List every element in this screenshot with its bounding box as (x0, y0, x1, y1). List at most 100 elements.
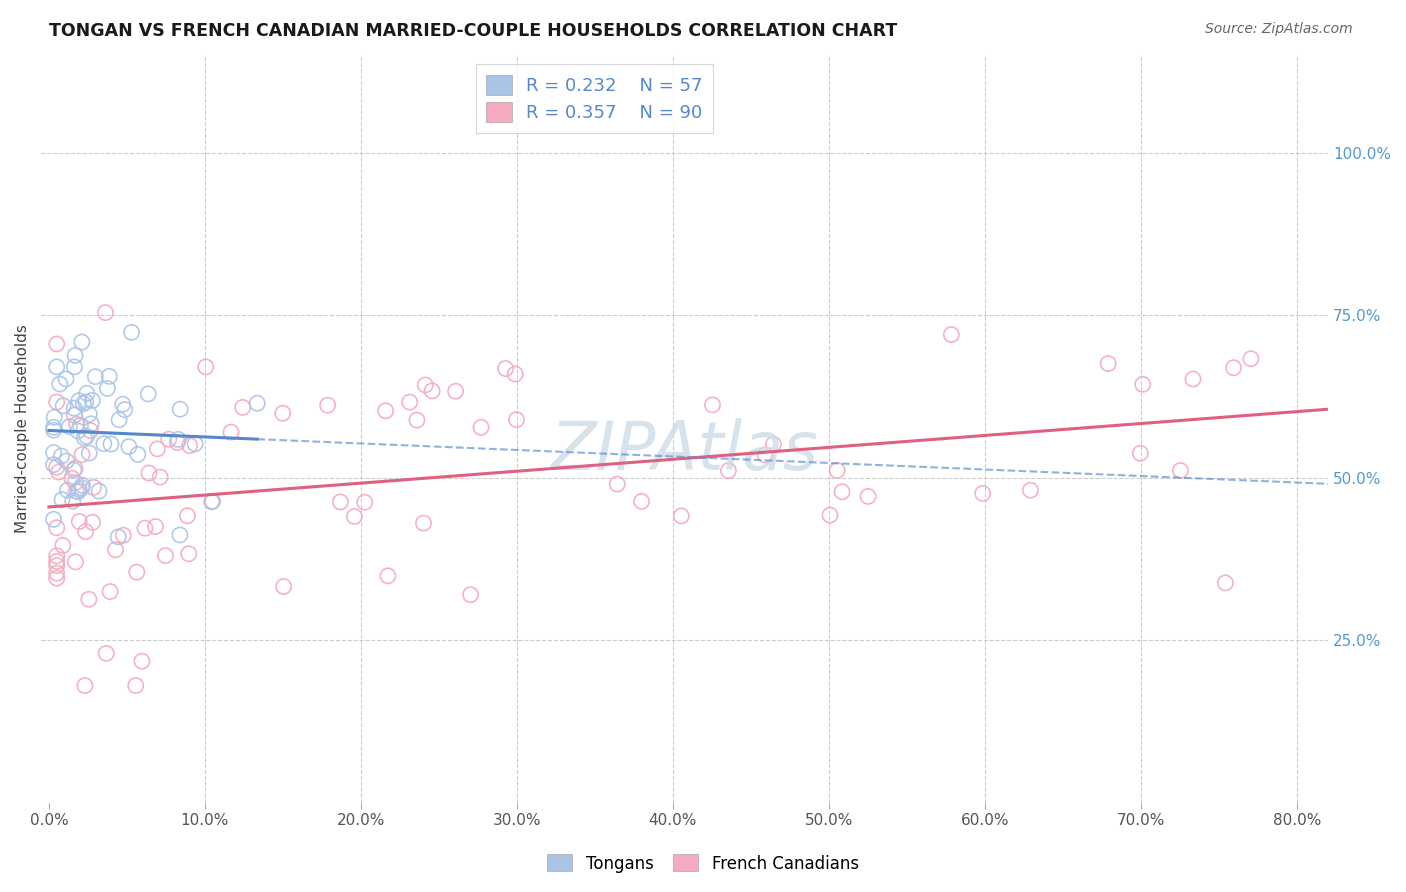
Point (42, 458, 65, 472)
Point (75, 524, 97, 539)
Point (67, 484, 90, 499)
Point (134, 521, 156, 535)
Point (503, 367, 526, 381)
Point (412, 516, 434, 530)
Point (149, 470, 172, 484)
Point (630, 494, 652, 508)
Point (42, 445, 65, 459)
Point (51, 449, 73, 463)
Point (98, 584, 121, 599)
Point (717, 464, 740, 478)
Point (84, 369, 107, 384)
Point (606, 477, 628, 491)
Point (67, 393, 90, 408)
Point (55, 372, 77, 386)
Point (67, 483, 90, 497)
Point (374, 404, 396, 418)
Point (42, 420, 65, 434)
Point (856, 489, 879, 503)
Point (45, 359, 67, 374)
Point (131, 654, 153, 668)
Point (65, 417, 87, 432)
Point (343, 509, 366, 524)
Point (201, 494, 224, 508)
Point (127, 447, 149, 461)
Point (166, 435, 188, 450)
Point (52, 539, 75, 553)
Point (67, 515, 90, 529)
Point (111, 397, 134, 411)
Text: ZIPAtlas: ZIPAtlas (551, 418, 818, 484)
Point (48, 465, 70, 479)
Point (45, 571, 67, 585)
Point (65, 475, 87, 490)
Point (45, 558, 67, 573)
Point (45, 554, 67, 568)
Point (65, 484, 87, 499)
Point (63, 359, 86, 374)
Point (96, 646, 118, 660)
Point (83, 480, 105, 494)
Point (66, 424, 89, 438)
Point (79, 407, 101, 421)
Point (413, 378, 436, 392)
Point (194, 359, 217, 374)
Point (1222, 360, 1244, 375)
Point (145, 519, 167, 533)
Point (1129, 446, 1152, 460)
Point (1240, 351, 1263, 366)
Point (45, 566, 67, 581)
Point (73, 679, 96, 693)
Point (51, 492, 73, 507)
Point (45, 395, 67, 409)
Point (125, 565, 148, 579)
Point (42, 423, 65, 437)
Point (82, 516, 104, 530)
Legend: R = 0.232    N = 57, R = 0.357    N = 90: R = 0.232 N = 57, R = 0.357 N = 90 (475, 64, 713, 133)
Point (93, 436, 115, 450)
Text: TONGAN VS FRENCH CANADIAN MARRIED-COUPLE HOUSEHOLDS CORRELATION CHART: TONGAN VS FRENCH CANADIAN MARRIED-COUPLE… (49, 22, 897, 40)
Point (118, 440, 141, 454)
Point (79, 424, 101, 438)
Point (1132, 377, 1154, 392)
Point (73, 431, 96, 445)
Point (104, 542, 127, 557)
Point (167, 433, 190, 447)
Point (754, 448, 776, 462)
Point (62, 494, 84, 508)
Point (58, 419, 80, 434)
Point (1170, 463, 1192, 477)
Point (107, 530, 129, 544)
Point (169, 528, 191, 542)
Point (762, 437, 785, 451)
Point (176, 508, 198, 523)
Point (82, 393, 104, 408)
Point (63, 408, 86, 422)
Text: Source: ZipAtlas.com: Source: ZipAtlas.com (1205, 22, 1353, 37)
Point (44, 410, 66, 425)
Point (273, 580, 295, 594)
Point (87, 484, 110, 499)
Point (100, 437, 122, 451)
Point (56, 483, 79, 498)
Point (65, 555, 87, 569)
Point (157, 432, 180, 446)
Point (70, 481, 93, 495)
Point (1215, 575, 1237, 590)
Point (146, 442, 169, 456)
Point (63, 401, 86, 416)
Point (63, 461, 86, 475)
Point (1097, 357, 1119, 371)
Point (75, 395, 97, 409)
Point (406, 413, 429, 427)
Point (70, 334, 93, 349)
Point (201, 494, 224, 508)
Point (505, 412, 527, 426)
Point (49, 376, 72, 391)
Point (77, 592, 100, 607)
Point (55, 454, 77, 468)
Point (52, 399, 75, 413)
Point (671, 508, 693, 523)
Point (219, 425, 242, 439)
Point (108, 413, 131, 427)
